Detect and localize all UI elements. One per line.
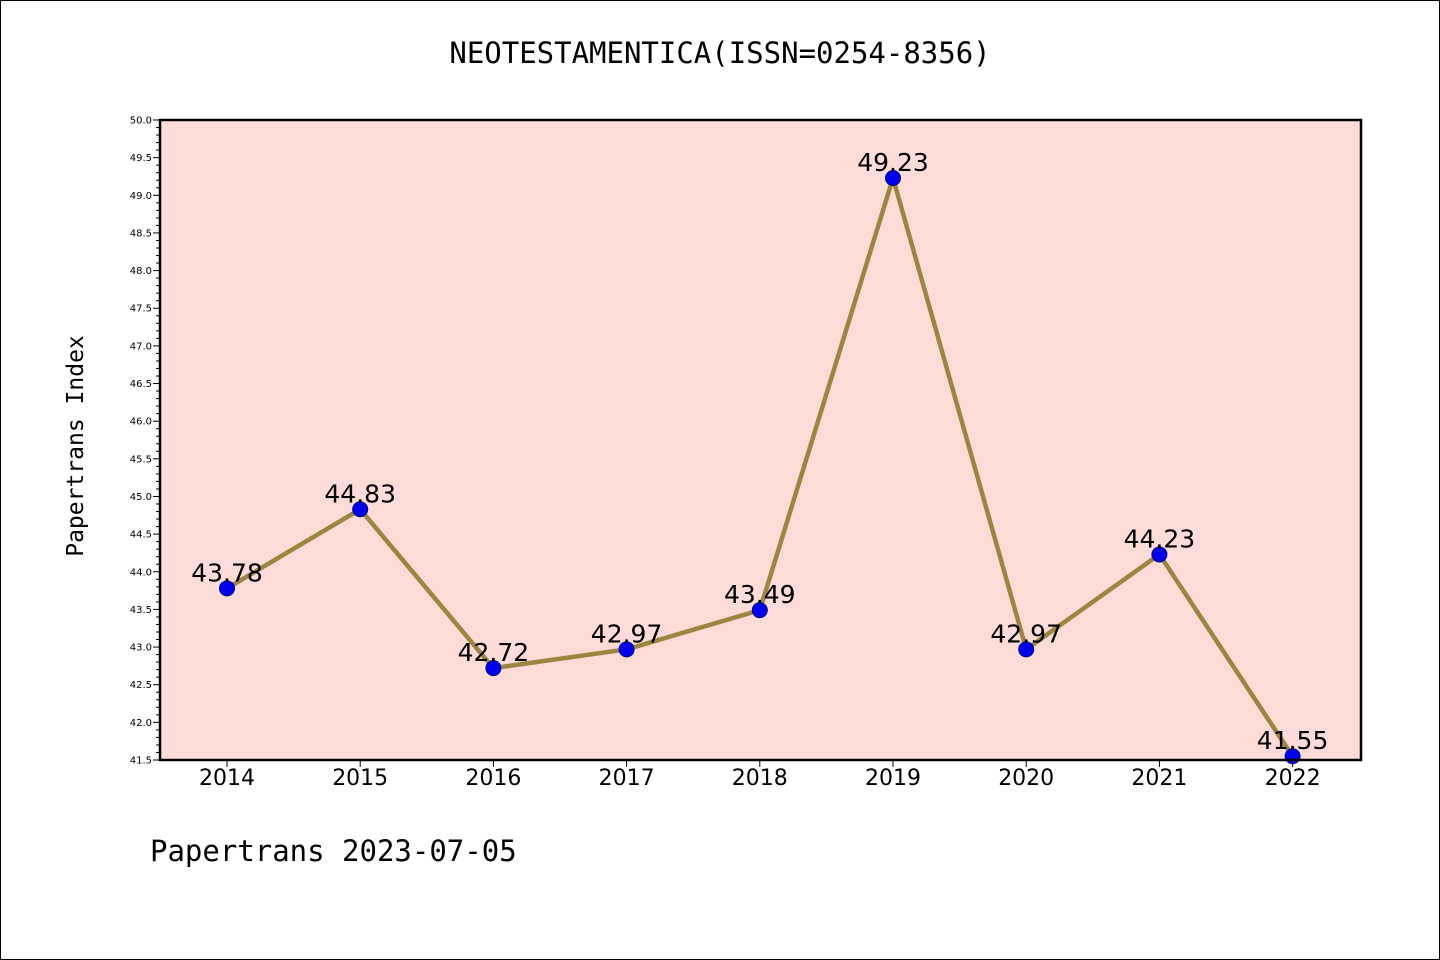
data-label: 44.83: [324, 479, 396, 508]
data-point: [751, 602, 768, 619]
y-tick-label: 41.5: [130, 756, 152, 767]
plot-area: [160, 120, 1361, 760]
y-tick-label: 42.5: [130, 680, 152, 691]
y-tick-label: 42.0: [130, 718, 152, 729]
x-tick-label: 2019: [865, 766, 921, 791]
data-label: 42.97: [591, 619, 663, 648]
data-label: 42.72: [458, 638, 530, 667]
data-label: 43.78: [191, 558, 263, 587]
x-tick-label: 2016: [465, 766, 521, 791]
x-tick-label: 2021: [1131, 766, 1187, 791]
y-tick-label: 45.5: [130, 454, 152, 465]
y-tick-label: 43.0: [130, 643, 152, 654]
y-tick-label: 47.0: [130, 341, 152, 352]
data-point: [485, 660, 502, 677]
data-label: 41.55: [1257, 726, 1329, 755]
y-tick-label: 48.0: [130, 266, 152, 277]
y-tick-label: 46.0: [130, 417, 152, 428]
y-tick-label: 49.5: [130, 153, 152, 164]
footer-caption: Papertrans 2023-07-05: [150, 834, 517, 868]
y-tick-label: 50.0: [130, 116, 152, 127]
data-point: [1151, 546, 1168, 563]
data-label: 44.23: [1124, 524, 1196, 553]
x-tick-label: 2017: [599, 766, 655, 791]
data-label: 49.23: [857, 148, 929, 177]
data-point: [618, 641, 635, 658]
y-tick-label: 49.0: [130, 191, 152, 202]
x-tick-label: 2018: [732, 766, 788, 791]
x-tick-label: 2020: [998, 766, 1054, 791]
x-tick-label: 2014: [199, 766, 255, 791]
data-label: 42.97: [990, 619, 1062, 648]
y-tick-label: 43.5: [130, 605, 152, 616]
y-tick-label: 48.5: [130, 228, 152, 239]
data-label: 43.49: [724, 580, 796, 609]
y-tick-label: 46.5: [130, 379, 152, 390]
chart-title: NEOTESTAMENTICA(ISSN=0254-8356): [449, 36, 991, 70]
x-tick-label: 2022: [1265, 766, 1321, 791]
data-point: [885, 169, 901, 186]
y-tick-label: 45.0: [130, 492, 152, 503]
data-point: [352, 501, 369, 518]
data-point: [1018, 641, 1035, 658]
y-tick-label: 47.5: [130, 304, 152, 315]
y-tick-label: 44.0: [130, 567, 152, 578]
data-point: [219, 580, 235, 597]
x-tick-label: 2015: [332, 766, 388, 791]
plot-border: [158, 118, 1363, 762]
y-tick-label: 44.5: [130, 530, 152, 541]
